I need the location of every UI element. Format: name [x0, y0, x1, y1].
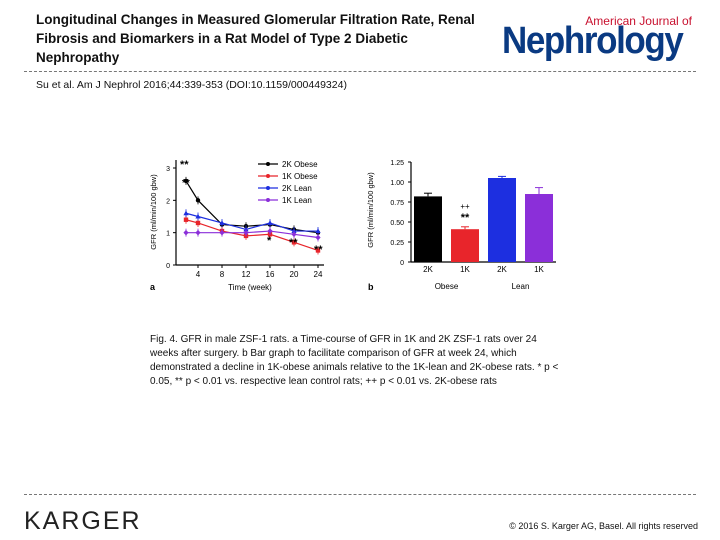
data-point	[183, 178, 189, 184]
data-point	[291, 231, 297, 238]
panel-a-xtick-label: 8	[220, 270, 225, 279]
panel-b-ytick-label: 1.00	[390, 180, 404, 187]
figure-caption: Fig. 4. GFR in male ZSF-1 rats. a Time-c…	[150, 334, 559, 387]
data-point	[195, 198, 201, 203]
series-line-2k-lean	[185, 212, 318, 232]
significance-marker: ++	[460, 202, 470, 211]
panel-a-xtick-label: 4	[196, 270, 201, 279]
significance-marker: **	[182, 178, 190, 189]
data-point	[183, 217, 189, 222]
data-point	[219, 229, 225, 236]
group-label-lean: Lean	[512, 282, 530, 291]
panel-a-xtick-label: 20	[290, 270, 299, 279]
panel-a-ytick-label: 3	[166, 166, 170, 173]
data-point	[315, 234, 321, 241]
significance-marker: *	[267, 235, 272, 247]
group-label-obese: Obese	[435, 282, 459, 291]
panel-a-xtick-label: 24	[314, 270, 323, 279]
legend-label: 1K Lean	[282, 196, 312, 205]
data-point	[195, 229, 201, 236]
panel-b-ytick-label: 0	[400, 260, 404, 267]
panel-b-xtick-label: 2K	[497, 265, 507, 274]
panel-b-ytick-label: 0.25	[390, 240, 404, 247]
panel-b-xtick-label: 1K	[460, 265, 470, 274]
legend-marker	[266, 186, 270, 190]
journal-logo: American Journal of Nephrology	[500, 14, 700, 70]
panel-b-xtick-label: 2K	[423, 265, 433, 274]
significance-marker: **	[180, 159, 189, 171]
data-point	[291, 240, 297, 245]
panel-b-ylabel: GFR (ml/min/100 gbw)	[366, 172, 375, 248]
bar-2k-lean	[488, 178, 516, 262]
panel-a-ytick-label: 1	[166, 231, 170, 238]
panel-b-label: b	[368, 282, 374, 292]
panel-a-ylabel: GFR (ml/min/100 gbw)	[149, 174, 158, 250]
bar-2k-obese	[414, 196, 442, 262]
data-point	[195, 213, 201, 219]
bar-1k-lean	[525, 194, 553, 262]
journal-name: Nephrology	[502, 20, 684, 62]
panel-b-ytick-label: 1.25	[390, 160, 404, 167]
data-point	[243, 229, 249, 236]
data-point	[315, 248, 321, 253]
significance-marker: **	[289, 237, 298, 249]
bar-1k-obese	[451, 229, 479, 262]
data-point	[219, 220, 225, 225]
panel-a-xtick-label: 12	[242, 270, 251, 279]
legend-marker	[266, 198, 270, 202]
header-divider	[24, 71, 696, 72]
panel-b-xtick-label: 1K	[534, 265, 544, 274]
publisher-logo: KARGER	[24, 507, 142, 535]
data-point	[195, 220, 201, 226]
legend-label: 2K Lean	[282, 184, 312, 193]
panel-b-ytick-label: 0.50	[390, 220, 404, 227]
significance-marker: **	[314, 244, 323, 256]
data-point	[183, 210, 189, 216]
data-point	[267, 220, 273, 225]
data-point	[267, 228, 273, 234]
copyright: © 2016 S. Karger AG, Basel. All rights r…	[509, 521, 698, 531]
legend-marker	[266, 174, 270, 178]
panel-a-xlabel: Time (week)	[228, 283, 272, 292]
footer-divider	[24, 494, 696, 495]
legend-marker	[266, 162, 270, 166]
panel-a-ytick-label: 2	[166, 198, 170, 205]
panel-a-ytick-label: 0	[166, 263, 170, 270]
panel-a-label: a	[150, 282, 156, 292]
data-point	[315, 228, 321, 234]
significance-marker: **	[461, 212, 470, 224]
data-point	[183, 229, 189, 236]
citation: Su et al. Am J Nephrol 2016;44:339-353 (…	[36, 79, 347, 91]
panel-a-xtick-label: 16	[266, 270, 275, 279]
journal-prefix: American Journal of	[585, 14, 692, 28]
panel-b-ytick-label: 0.75	[390, 200, 404, 207]
legend-label: 1K Obese	[282, 172, 318, 181]
legend-label: 2K Obese	[282, 160, 318, 169]
page-title: Longitudinal Changes in Measured Glomeru…	[36, 12, 475, 65]
series-line-1k-lean	[186, 230, 319, 239]
